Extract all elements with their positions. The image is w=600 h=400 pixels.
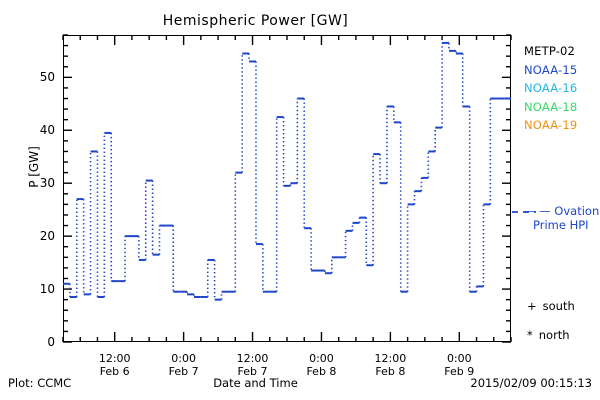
legend-entry-noaa-18: NOAA-18 xyxy=(524,99,578,114)
chart-title: Hemispheric Power [GW] xyxy=(162,13,349,29)
series-legend: METP-02 NOAA-15 NOAA-16 NOAA-18 NOAA-19 xyxy=(524,42,577,135)
y-tick-10: 10 xyxy=(39,282,55,297)
legend-glyph-north: * xyxy=(527,328,533,342)
legend-entry-metp-02: METP-02 xyxy=(524,44,576,58)
legend-symbol-north: * north xyxy=(527,328,570,342)
x-tick-date: Feb 7 xyxy=(168,364,199,378)
x-tick-time: 0:00 xyxy=(309,352,334,365)
x-tick-5: 0:00 Feb 9 xyxy=(424,352,494,379)
x-tick-3: 0:00 Feb 8 xyxy=(286,352,356,379)
y-tick-0: 0 xyxy=(47,335,55,349)
ovation-prime-hpi-legend: — — Ovation Prime HPI xyxy=(524,204,600,232)
x-tick-time: 12:00 xyxy=(98,352,131,365)
x-tick-time: 0:00 xyxy=(446,352,472,365)
legend-entry-noaa-19: NOAA-19 xyxy=(524,118,578,132)
legend-label-south: south xyxy=(542,299,575,313)
legend-symbol-south: + south xyxy=(527,299,575,313)
y-tick-20: 20 xyxy=(39,229,55,244)
legend-entry-noaa-15: NOAA-15 xyxy=(524,62,578,77)
x-tick-time: 12:00 xyxy=(374,352,407,365)
y-tick-30: 30 xyxy=(39,176,55,191)
x-tick-time: 12:00 xyxy=(236,352,269,365)
legend-entry-noaa-16: NOAA-16 xyxy=(524,81,578,95)
x-tick-0: 12:00 Feb 6 xyxy=(80,352,150,379)
x-tick-date: Feb 8 xyxy=(375,364,406,378)
x-tick-4: 12:00 Feb 8 xyxy=(355,352,425,379)
footer-timestamp: 2015/02/09 00:15:13 xyxy=(470,376,592,390)
x-axis-title: Date and Time xyxy=(213,376,298,390)
legend-label-north: north xyxy=(538,328,570,342)
x-tick-date: Feb 9 xyxy=(444,364,475,378)
x-tick-date: Feb 6 xyxy=(99,364,130,378)
footer-plot-source: Plot: CCMC xyxy=(8,376,72,390)
plot-area xyxy=(63,35,511,342)
x-tick-date: Feb 8 xyxy=(306,364,337,378)
legend-glyph-south: + xyxy=(527,299,537,313)
y-tick-50: 50 xyxy=(39,70,55,85)
ovation-legend-line2: Prime HPI xyxy=(533,217,589,232)
x-tick-time: 0:00 xyxy=(171,352,196,365)
y-tick-40: 40 xyxy=(39,123,55,138)
ovation-legend-line1: — — Ovation xyxy=(524,204,600,218)
y-axis-label: P [GW] xyxy=(27,146,41,188)
x-tick-1: 0:00 Feb 7 xyxy=(149,352,219,379)
x-tick-2: 12:00 Feb 7 xyxy=(218,352,288,379)
x-tick-date: Feb 7 xyxy=(237,364,268,378)
